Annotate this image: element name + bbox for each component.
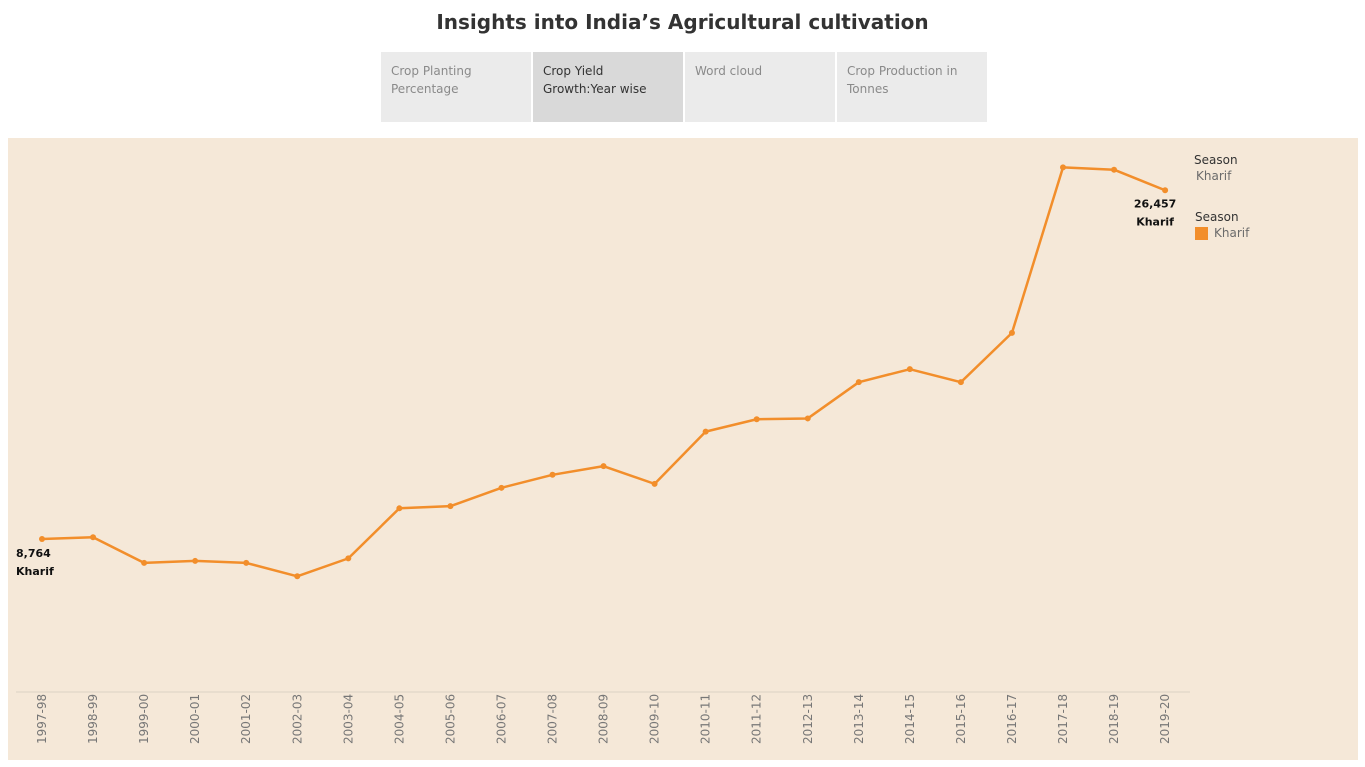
x-tick-label: 2008-09 xyxy=(597,694,611,744)
data-point[interactable] xyxy=(498,484,505,491)
x-tick-label: 1997-98 xyxy=(35,694,49,744)
tab-label-line2: Tonnes xyxy=(847,82,889,96)
x-tick-label: 2017-18 xyxy=(1056,694,1070,744)
data-point[interactable] xyxy=(39,535,45,542)
x-tick-label: 2010-11 xyxy=(699,694,713,744)
tab-crop-yield[interactable]: Crop Yield Growth:Year wise xyxy=(533,52,683,122)
x-tick-label: 2007-08 xyxy=(546,694,560,744)
data-point[interactable] xyxy=(702,428,709,435)
data-point[interactable] xyxy=(1162,187,1169,194)
data-point[interactable] xyxy=(345,555,352,562)
data-point[interactable] xyxy=(600,463,607,470)
tab-label-line2: Growth:Year wise xyxy=(543,82,647,96)
x-tick-label: 2012-13 xyxy=(801,694,815,744)
data-point[interactable] xyxy=(957,379,964,386)
tab-word-cloud[interactable]: Word cloud xyxy=(685,52,835,122)
data-label-value: 26,457 xyxy=(1134,197,1176,210)
x-tick-label: 2009-10 xyxy=(648,694,662,744)
kharif-swatch xyxy=(1195,226,1208,240)
tab-crop-production[interactable]: Crop Production in Tonnes xyxy=(837,52,987,122)
data-point[interactable] xyxy=(549,471,556,478)
filter-value[interactable]: Kharif xyxy=(1196,169,1232,183)
x-tick-label: 2018-19 xyxy=(1107,694,1121,744)
x-tick-label: 2014-15 xyxy=(903,694,917,744)
x-tick-label: 2011-12 xyxy=(750,694,764,744)
data-point[interactable] xyxy=(396,505,403,512)
data-point[interactable] xyxy=(753,416,760,423)
data-point[interactable] xyxy=(294,573,301,580)
tab-label-line1: Word cloud xyxy=(695,64,763,78)
x-tick-label: 2019-20 xyxy=(1158,694,1172,744)
x-tick-label: 2013-14 xyxy=(852,694,866,744)
x-tick-label: 2016-17 xyxy=(1005,694,1019,744)
x-tick-label: 1999-00 xyxy=(137,694,151,744)
data-label-series: Kharif xyxy=(16,565,54,578)
x-tick-label: 2005-06 xyxy=(443,694,457,744)
x-tick-label: 2002-03 xyxy=(290,694,304,744)
data-label-value: 8,764 xyxy=(16,547,51,560)
data-point[interactable] xyxy=(1111,166,1118,173)
color-legend-label: Kharif xyxy=(1214,226,1250,240)
data-point[interactable] xyxy=(192,557,199,564)
x-tick-label: 1998-99 xyxy=(86,694,100,744)
chart-panel xyxy=(8,138,1358,760)
x-tick-label: 2000-01 xyxy=(188,694,202,744)
tab-crop-planting[interactable]: Crop Planting Percentage xyxy=(381,52,531,122)
x-tick-label: 2004-05 xyxy=(392,694,406,744)
dashboard-tabs: Crop Planting Percentage Crop Yield Grow… xyxy=(381,52,989,122)
color-legend-item[interactable]: Kharif xyxy=(1195,226,1249,240)
season-filter-legend[interactable]: Season Kharif xyxy=(1194,153,1238,183)
data-point[interactable] xyxy=(141,559,148,566)
data-point[interactable] xyxy=(1060,164,1066,171)
data-point[interactable] xyxy=(804,415,811,422)
data-point[interactable] xyxy=(90,534,97,541)
tab-label-line2: Percentage xyxy=(391,82,459,96)
page-title: Insights into India’s Agricultural culti… xyxy=(436,10,929,34)
filter-title: Season xyxy=(1194,153,1238,167)
x-tick-label: 2001-02 xyxy=(239,694,253,744)
x-tick-label: 2015-16 xyxy=(954,694,968,744)
data-point[interactable] xyxy=(1008,329,1015,336)
data-point[interactable] xyxy=(906,366,913,373)
x-tick-label: 2003-04 xyxy=(341,694,355,744)
data-label-series: Kharif xyxy=(1136,215,1174,228)
x-tick-label: 2006-07 xyxy=(494,694,508,744)
data-point[interactable] xyxy=(855,379,862,386)
season-color-legend: Season Kharif xyxy=(1195,210,1249,240)
data-point[interactable] xyxy=(243,559,250,566)
tab-label-line1: Crop Production in xyxy=(847,64,958,78)
series-line-kharif xyxy=(41,166,1166,578)
data-point[interactable] xyxy=(651,480,658,487)
data-point[interactable] xyxy=(447,503,454,510)
color-legend-title: Season xyxy=(1195,210,1239,224)
tab-label-line1: Crop Planting xyxy=(391,64,472,78)
tab-label-line1: Crop Yield xyxy=(543,64,604,78)
